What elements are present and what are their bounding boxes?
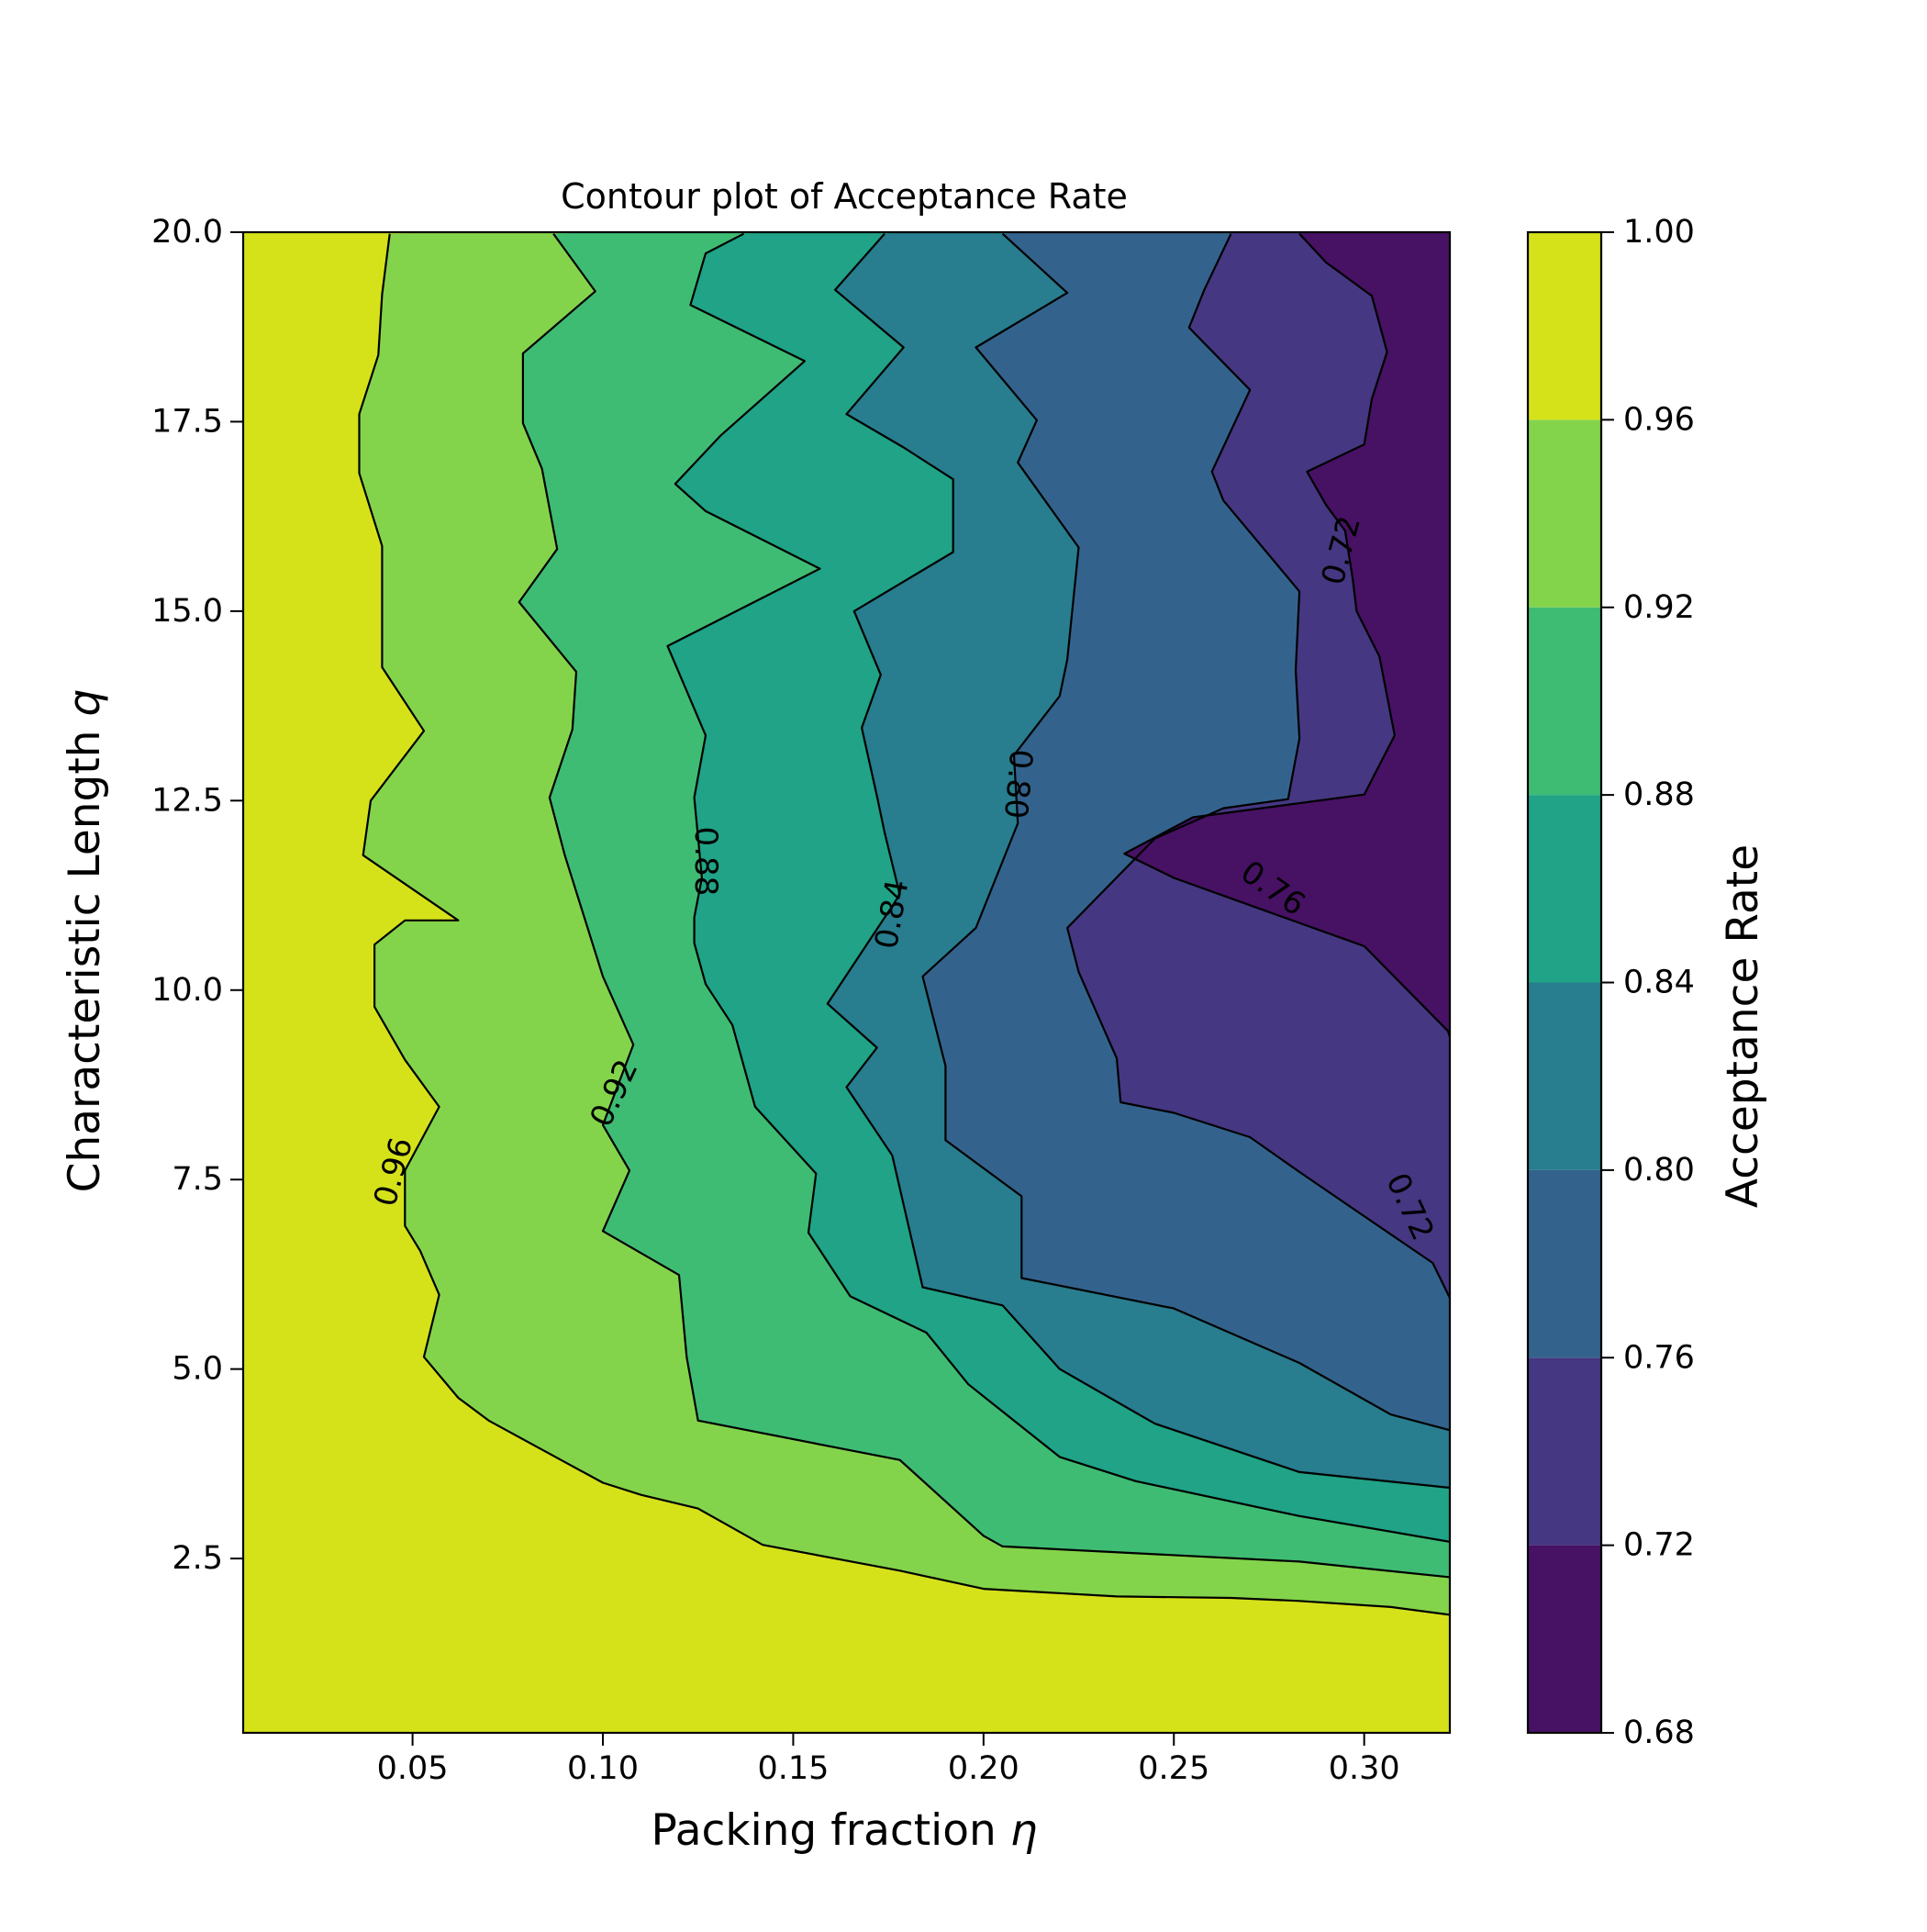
contour-line-0.84 [826,232,1450,1490]
contour-line-0.72 [1123,232,1450,1041]
contour-label: 0.80 [997,748,1039,821]
colorbar-tick-label: 0.72 [1623,1527,1695,1564]
y-tick-label: 15.0 [151,593,223,630]
x-tick-label: 0.30 [1329,1750,1400,1787]
x-tick-label: 0.10 [567,1750,639,1787]
colorbar-ticks: 0.68 0.72 0.76 0.80 0.84 0.88 0.92 0.96 1.00 [1601,214,1695,1751]
colorbar-segment [1528,419,1601,608]
y-tick-label: 5.0 [172,1351,223,1388]
colorbar-tick-label: 0.88 [1623,776,1695,813]
contour-line-0.88 [666,232,1450,1543]
colorbar-segment [1528,1545,1601,1733]
plot-frame [241,230,1452,1735]
y-tick-label: 12.5 [151,782,223,819]
x-tick-label: 0.25 [1138,1750,1209,1787]
colorbar-tick-label: 0.92 [1623,589,1695,626]
y-axis: 2.5 5.0 7.5 10.0 12.5 15.0 17.5 20.0 [151,214,243,1577]
x-tick-label: 0.20 [948,1750,1019,1787]
contour-line-0.80 [921,232,1450,1432]
contour-line-0.76 [1065,233,1450,1301]
colorbar-segment [1528,1169,1601,1358]
y-tick-label: 10.0 [151,972,223,1009]
colorbar-segment [1528,982,1601,1170]
colorbar-segment [1528,795,1601,983]
colorbar-tick-label: 0.84 [1623,965,1695,1001]
colorbar-segment [1528,607,1601,796]
x-tick-label: 0.15 [757,1750,829,1787]
colorbar-segment [1528,232,1601,420]
contour-lines-layer [358,232,1450,1616]
colorbar-label: Acceptance Rate [1718,844,1768,1208]
colorbar-segment [1528,1357,1601,1546]
contour-fill-layer [243,232,1450,1733]
x-tick-label: 0.05 [377,1750,449,1787]
colorbar-tick-label: 0.68 [1623,1714,1695,1751]
colorbar [1526,230,1603,1735]
x-axis-label: Packing fraction η [651,1805,1037,1856]
contour-band-0.68-0.72 [1124,232,1450,1037]
chart-title: Contour plot of Acceptance Rate [561,176,1128,217]
y-tick-label: 7.5 [172,1161,223,1198]
y-tick-label: 2.5 [172,1540,223,1577]
y-axis-label: Characteristic Length q [60,689,110,1193]
x-axis: 0.05 0.10 0.15 0.20 0.25 0.30 [377,1733,1400,1787]
contour-line-0.92 [518,233,1450,1579]
y-tick-label: 17.5 [151,403,223,440]
contour-line-0.96 [358,233,1450,1616]
colorbar-tick-label: 1.00 [1623,214,1695,251]
colorbar-tick-label: 0.96 [1623,401,1695,438]
colorbar-tick-label: 0.80 [1623,1152,1695,1189]
y-tick-label: 20.0 [151,214,223,251]
colorbar-tick-label: 0.76 [1623,1339,1695,1376]
contour-label: 0.88 [687,827,724,897]
